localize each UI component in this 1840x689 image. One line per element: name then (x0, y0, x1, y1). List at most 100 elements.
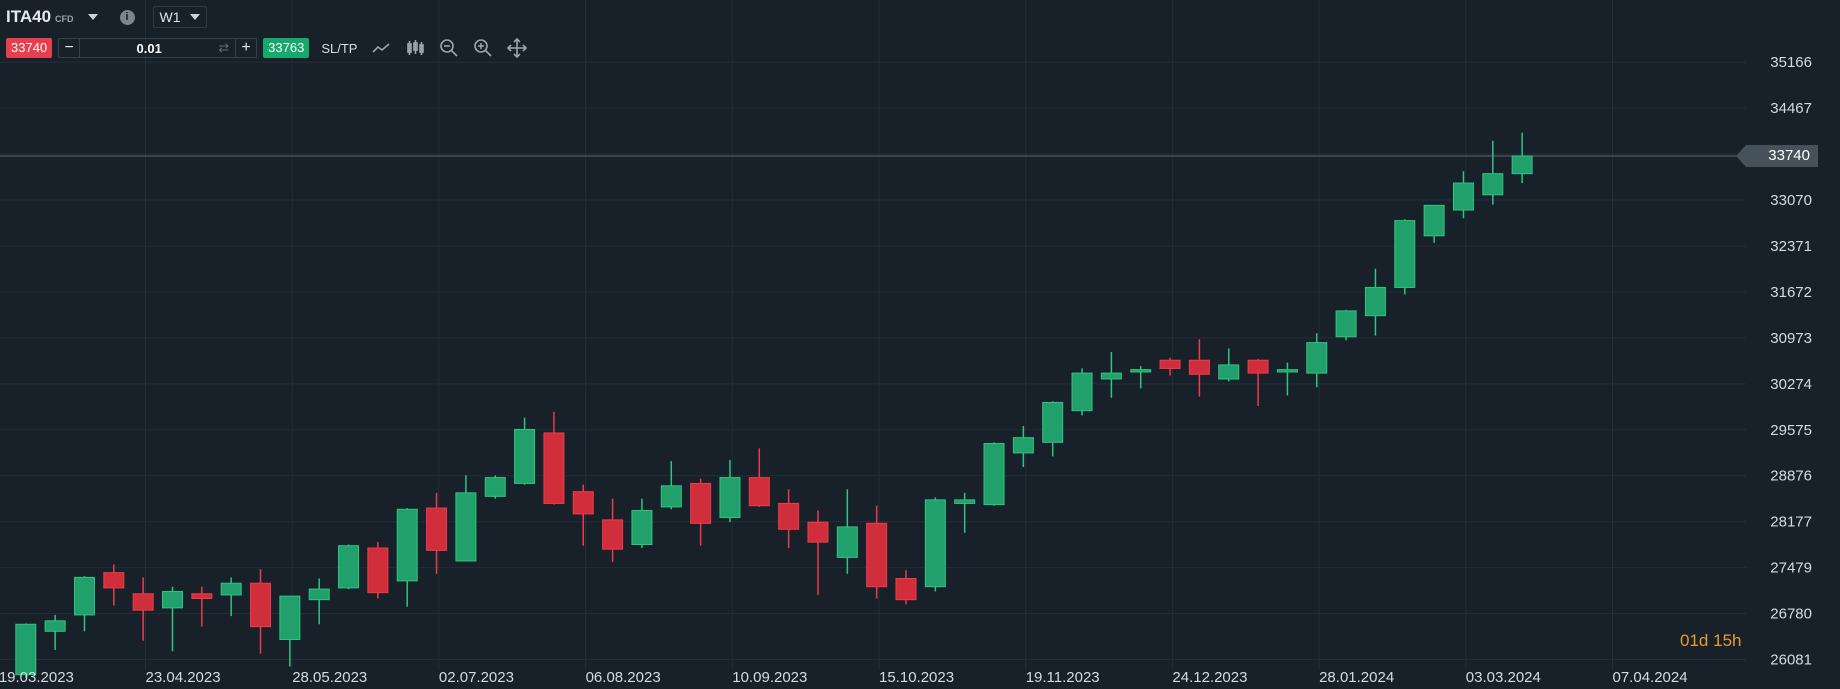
candle-body (690, 482, 712, 524)
candle-body (631, 509, 653, 546)
candle-body (162, 590, 183, 609)
bullish-candle (1042, 401, 1064, 457)
price-tick-label: 26780 (1770, 606, 1812, 623)
candle-body (1042, 401, 1064, 443)
price-tick-label: 31672 (1770, 284, 1812, 301)
candle-body (191, 593, 213, 599)
date-tick-label: 23.04.2023 (146, 669, 221, 686)
symbol-toolbar: ITA40 CFD i W1 (6, 4, 207, 30)
bullish-candle (1511, 132, 1533, 184)
date-tick-label: 06.08.2023 (586, 669, 661, 686)
candle-body (1218, 364, 1240, 380)
candles (15, 132, 1533, 678)
info-icon[interactable]: i (119, 9, 135, 25)
sell-button[interactable]: 33740 (6, 38, 53, 58)
price-tick-label: 26081 (1770, 652, 1812, 669)
bullish-candle (660, 461, 682, 510)
candle-body (132, 593, 154, 611)
candle-body (895, 578, 917, 601)
timeframe-value: W1 (159, 9, 181, 25)
date-tick-label: 19.11.2023 (1026, 669, 1100, 686)
trade-toolbar: 33740 − 0.01 ⇄ + 33763 SL/TP (6, 37, 528, 59)
candle-body (1159, 359, 1181, 369)
sl-tp-button[interactable]: SL/TP (321, 40, 358, 56)
candle-countdown: 01d 15h (1680, 631, 1741, 651)
timeframe-select[interactable]: W1 (152, 6, 207, 28)
bullish-candle (1130, 366, 1152, 389)
candle-body (1276, 369, 1298, 373)
candle-body (543, 432, 565, 504)
bullish-candle (44, 614, 66, 651)
increase-volume-button[interactable]: + (235, 39, 256, 57)
candle-body (1247, 359, 1269, 374)
volume-stepper[interactable]: − 0.01 ⇄ + (58, 38, 258, 58)
date-tick-label: 24.12.2023 (1172, 669, 1247, 686)
pan-move-icon[interactable] (507, 38, 528, 58)
bullish-candle (220, 577, 242, 617)
date-tick-label: 07.04.2024 (1613, 669, 1688, 686)
candle-body (15, 623, 37, 676)
bullish-candle (1071, 368, 1093, 416)
candle-body (308, 588, 330, 601)
symbol-dropdown-caret-icon[interactable] (87, 14, 98, 20)
candle-body (367, 547, 389, 594)
bearish-candle (778, 489, 800, 548)
bearish-candle (191, 586, 213, 627)
zoom-out-icon[interactable] (439, 38, 459, 58)
candle-body (514, 428, 536, 484)
bullish-candle (15, 623, 37, 678)
candle-body (1130, 369, 1152, 373)
candle-body (1100, 372, 1122, 380)
volume-input[interactable]: 0.01 (136, 40, 162, 56)
bullish-candle (924, 497, 946, 592)
candle-body (426, 507, 448, 551)
chevron-down-icon (189, 14, 200, 20)
bullish-candle (484, 475, 506, 499)
price-tick-label: 32371 (1770, 238, 1812, 255)
bullish-candle (396, 508, 418, 607)
date-tick-label: 28.01.2024 (1319, 669, 1394, 686)
decrease-volume-button[interactable]: − (59, 39, 81, 57)
bearish-candle (1188, 339, 1210, 397)
bullish-candle (338, 544, 360, 590)
bullish-candle (983, 442, 1005, 506)
candle-body (1188, 359, 1210, 375)
candle-body (73, 576, 95, 616)
bullish-candle (279, 595, 301, 667)
swap-icon[interactable]: ⇄ (218, 40, 230, 55)
candle-body (1306, 342, 1328, 374)
buy-button[interactable]: 33763 (263, 38, 310, 58)
bullish-candle (1335, 309, 1357, 341)
price-tick-label: 35166 (1770, 54, 1812, 71)
bearish-candle (602, 498, 624, 563)
line-chart-icon[interactable] (371, 38, 391, 58)
price-tick-label: 28876 (1770, 468, 1812, 485)
candle-body (220, 582, 242, 596)
candlestick-chart-icon[interactable] (405, 38, 425, 58)
instrument-type: CFD (55, 13, 74, 24)
bullish-candle (1423, 204, 1445, 243)
date-axis: 19.03.2023 23.04.2023 28.05.2023 02.07.2023… (0, 669, 1688, 686)
candle-body (924, 499, 946, 588)
candle-body (660, 485, 682, 508)
bearish-candle (132, 577, 154, 641)
bullish-candle (1276, 362, 1298, 396)
bullish-candle (308, 578, 330, 625)
candle-body (983, 443, 1005, 506)
price-tick-label: 27479 (1770, 560, 1812, 577)
date-tick-label: 03.03.2024 (1466, 669, 1541, 686)
candle-body (396, 508, 418, 582)
candle-body (866, 522, 888, 588)
bullish-candle (1100, 352, 1122, 398)
candle-body (103, 572, 125, 589)
candle-body (1364, 286, 1386, 317)
symbol-name[interactable]: ITA40 (6, 7, 52, 26)
date-tick-label: 19.03.2023 (0, 669, 74, 686)
zoom-in-icon[interactable] (473, 38, 493, 58)
countdown-days: 01d (1680, 631, 1709, 650)
bullish-candle (631, 498, 653, 548)
price-axis: 3516634467337703307032371316723097330274… (1770, 54, 1812, 668)
candle-body (1452, 182, 1474, 211)
bullish-candle (1452, 171, 1474, 219)
